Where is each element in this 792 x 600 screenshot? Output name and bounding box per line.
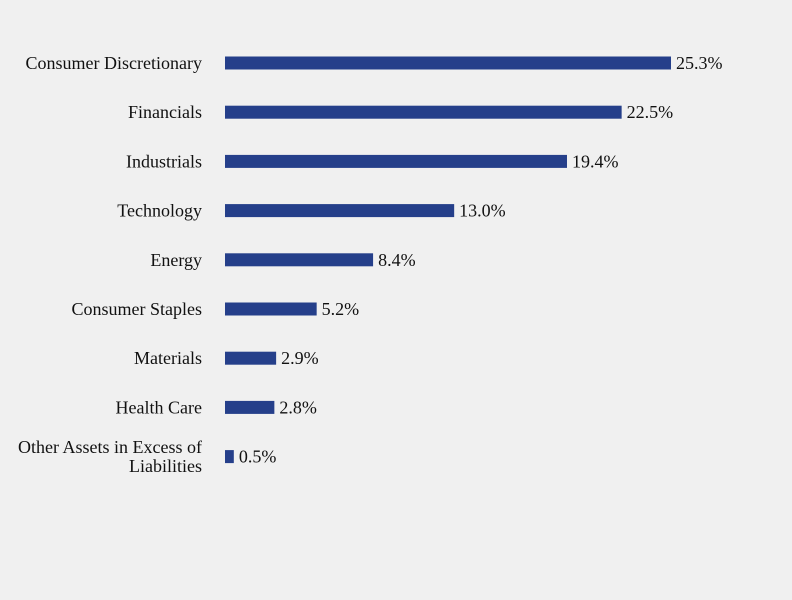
- value-labels-layer: 25.3% 22.5% 19.4% 13.0% 8.4% 5.2% 2.9% 2.8% 0.5%: [239, 53, 723, 467]
- value-label-3: 13.0%: [459, 201, 506, 221]
- value-label-0: 25.3%: [676, 53, 723, 73]
- category-label-0: Consumer Discretionary: [26, 53, 202, 73]
- category-label-1-line-0: Financials: [128, 102, 202, 122]
- value-label-8: 0.5%: [239, 447, 276, 467]
- category-label-0-line-0: Consumer Discretionary: [26, 53, 202, 73]
- bar-3: [225, 204, 455, 218]
- category-label-6-line-0: Materials: [134, 348, 202, 368]
- category-label-3-line-0: Technology: [117, 201, 202, 221]
- bar-8: [225, 450, 234, 464]
- bar-0: [225, 56, 671, 70]
- category-label-7-line-0: Health Care: [116, 397, 202, 417]
- value-label-5: 5.2%: [322, 299, 360, 319]
- category-label-4: Energy: [150, 250, 202, 270]
- bar-1: [225, 105, 622, 119]
- category-label-6: Materials: [134, 348, 202, 368]
- category-label-5: Consumer Staples: [72, 299, 203, 319]
- bar-4: [225, 253, 374, 267]
- category-label-5-line-0: Consumer Staples: [72, 299, 203, 319]
- value-label-6: 2.9%: [281, 348, 319, 368]
- category-labels-layer: Consumer Discretionary Financials Industri…: [18, 53, 202, 476]
- category-label-2: Industrials: [126, 151, 202, 171]
- category-label-4-line-0: Energy: [150, 250, 202, 270]
- category-label-2-line-0: Industrials: [126, 151, 202, 171]
- category-label-3: Technology: [117, 201, 202, 221]
- value-label-7: 2.8%: [279, 397, 317, 417]
- category-label-7: Health Care: [116, 397, 202, 417]
- bar-7: [225, 400, 275, 414]
- value-label-2: 19.4%: [572, 151, 619, 171]
- bar-5: [225, 302, 317, 316]
- category-label-8-line-1: Liabilities: [129, 456, 202, 476]
- value-label-4: 8.4%: [378, 250, 416, 270]
- category-label-8-line-0: Other Assets in Excess of: [18, 437, 202, 457]
- bar-6: [225, 351, 277, 365]
- category-label-8: Other Assets in Excess of Liabilities: [18, 437, 202, 476]
- bars-layer: [225, 56, 671, 464]
- category-label-1: Financials: [128, 102, 202, 122]
- bar-2: [225, 154, 567, 168]
- value-label-1: 22.5%: [627, 102, 674, 122]
